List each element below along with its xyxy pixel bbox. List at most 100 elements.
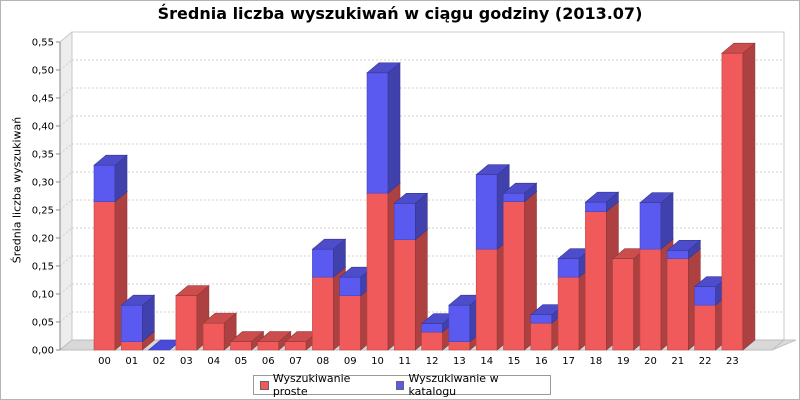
x-tick-label: 20 — [644, 356, 657, 367]
gridline-depth — [59, 199, 73, 211]
x-tick-label: 18 — [590, 356, 603, 367]
bar-10-series-2 — [366, 62, 401, 194]
bar-10-series-1-front — [366, 192, 389, 351]
bar-15-series-2-top — [502, 182, 538, 194]
bar-03-series-1-top — [175, 285, 210, 296]
bar-06-series-1-top — [256, 331, 292, 342]
bar-01-series-1-front — [121, 341, 143, 351]
bar-13-series-2-front — [448, 304, 471, 342]
x-tick-label: 08 — [317, 356, 330, 367]
x-tick-label: 12 — [426, 356, 439, 367]
bar-12-series-1-front — [421, 331, 443, 351]
chart-title: Średnia liczba wyszukiwań w ciągu godzin… — [157, 4, 643, 23]
bar-18-series-2 — [584, 191, 620, 213]
bar-10-series-2-front — [366, 72, 389, 194]
y-tick-label: 0,35 — [32, 150, 54, 161]
bar-20-series-2-top — [639, 192, 674, 204]
gridline-depth — [59, 171, 73, 183]
bar-13-series-1-front — [448, 341, 471, 351]
bar-10-series-2-top — [366, 62, 401, 74]
bar-14-series-1-front — [475, 248, 498, 351]
bar-14-series-2-front — [475, 174, 498, 250]
bar-17-series-2-front — [557, 258, 580, 278]
x-tick-label: 09 — [344, 356, 357, 367]
x-tick-label: 03 — [180, 356, 193, 367]
x-tick-label: 06 — [262, 356, 275, 367]
legend-item-series-2: Wyszukiwanie w katalogu — [395, 372, 546, 398]
bar-11-series-2-front — [393, 202, 416, 240]
x-tick-label: 11 — [398, 356, 411, 367]
bar-18-series-2-front — [585, 201, 607, 212]
bar-11-series-2 — [393, 192, 429, 241]
bar-04-series-1-front — [202, 322, 225, 351]
bar-17-series-1-front — [557, 276, 580, 351]
gridline-depth — [59, 227, 73, 239]
x-tick-label: 01 — [125, 356, 138, 367]
gridline-depth — [59, 143, 73, 155]
bar-15-series-2-front — [503, 192, 525, 202]
bar-05-series-1-front — [230, 341, 252, 351]
bar-11-series-1-front — [393, 239, 416, 351]
y-tick-label: 0,00 — [32, 346, 54, 357]
x-tick-label: 14 — [480, 356, 493, 367]
gridline-depth — [59, 115, 73, 127]
bar-00-series-2-top — [93, 154, 128, 166]
bar-07-series-1-front — [284, 341, 307, 351]
gridline-depth — [59, 59, 73, 71]
bar-20-series-2 — [639, 192, 674, 250]
bar-00-series-2-front — [93, 164, 116, 202]
bar-01-series-2-top — [120, 294, 156, 306]
bar-03-series-1-front — [175, 295, 198, 351]
bar-08-series-1-front — [312, 276, 334, 351]
bar-06-series-1 — [256, 330, 292, 351]
x-tick-label: 04 — [207, 356, 220, 367]
legend: Wyszukiwanie proste Wyszukiwanie w katal… — [253, 372, 551, 398]
bar-08-series-2-front — [312, 248, 334, 278]
bar-15-series-1-front — [503, 201, 525, 351]
bar-18-series-1-front — [585, 211, 607, 351]
bar-20-series-2-front — [639, 202, 662, 250]
legend-swatch-series-1 — [260, 380, 269, 390]
bar-16-series-1-front — [530, 322, 553, 351]
x-tick-label: 16 — [535, 356, 548, 367]
x-tick-label: 02 — [153, 356, 166, 367]
bar-23-series-1-top — [721, 42, 756, 54]
y-tick-label: 0,05 — [32, 318, 54, 329]
y-tick-label: 0,55 — [32, 38, 54, 49]
bar-11-series-1 — [393, 229, 429, 351]
bar-01-series-2 — [120, 294, 156, 343]
bar-05-series-1-top — [229, 331, 265, 342]
y-tick-label: 0,15 — [32, 262, 54, 273]
bar-08-series-2-top — [311, 238, 347, 250]
x-tick-label: 17 — [562, 356, 575, 367]
x-tick-label: 21 — [671, 356, 684, 367]
bar-16-series-2-front — [530, 314, 553, 324]
x-tick-label: 00 — [98, 356, 111, 367]
bar-22-series-2-front — [694, 286, 716, 306]
x-tick-label: 13 — [453, 356, 466, 367]
x-tick-label: 22 — [699, 356, 712, 367]
y-tick-label: 0,40 — [32, 122, 54, 133]
bar-00-series-2 — [93, 154, 128, 203]
bar-10-series-2-side — [387, 62, 401, 194]
bars — [93, 42, 756, 351]
x-axis-ticks: 00 01 02 03 04 05 06 07 08 09 10 11 12 13 14 15 16 17 18 19… — [98, 356, 739, 367]
x-tick-label: 05 — [235, 356, 248, 367]
bar-22-series-1-front — [694, 304, 716, 351]
x-tick-label: 23 — [726, 356, 739, 367]
gridline-depth — [59, 87, 73, 99]
bar-06-series-1-front — [257, 341, 280, 351]
bar-23-series-1-front — [721, 52, 744, 351]
bar-23-series-1-side — [742, 42, 756, 351]
bar-21-series-1-front — [666, 258, 689, 351]
bar-09-series-1-front — [339, 295, 362, 351]
legend-label-series-1: Wyszukiwanie proste — [272, 372, 351, 398]
bar-18-series-2-top — [584, 191, 620, 203]
bar-21-series-2-top — [666, 240, 702, 251]
plot-left-wall — [59, 30, 73, 352]
y-tick-label: 0,20 — [32, 234, 54, 245]
y-tick-label: 0,50 — [32, 66, 54, 77]
chart-plot: 0,00 0,05 0,10 0,15 0,20 0,25 0,30 0,35 0,40 0,45… — [32, 30, 797, 367]
x-tick-label: 15 — [508, 356, 521, 367]
y-tick-label: 0,30 — [32, 178, 54, 189]
